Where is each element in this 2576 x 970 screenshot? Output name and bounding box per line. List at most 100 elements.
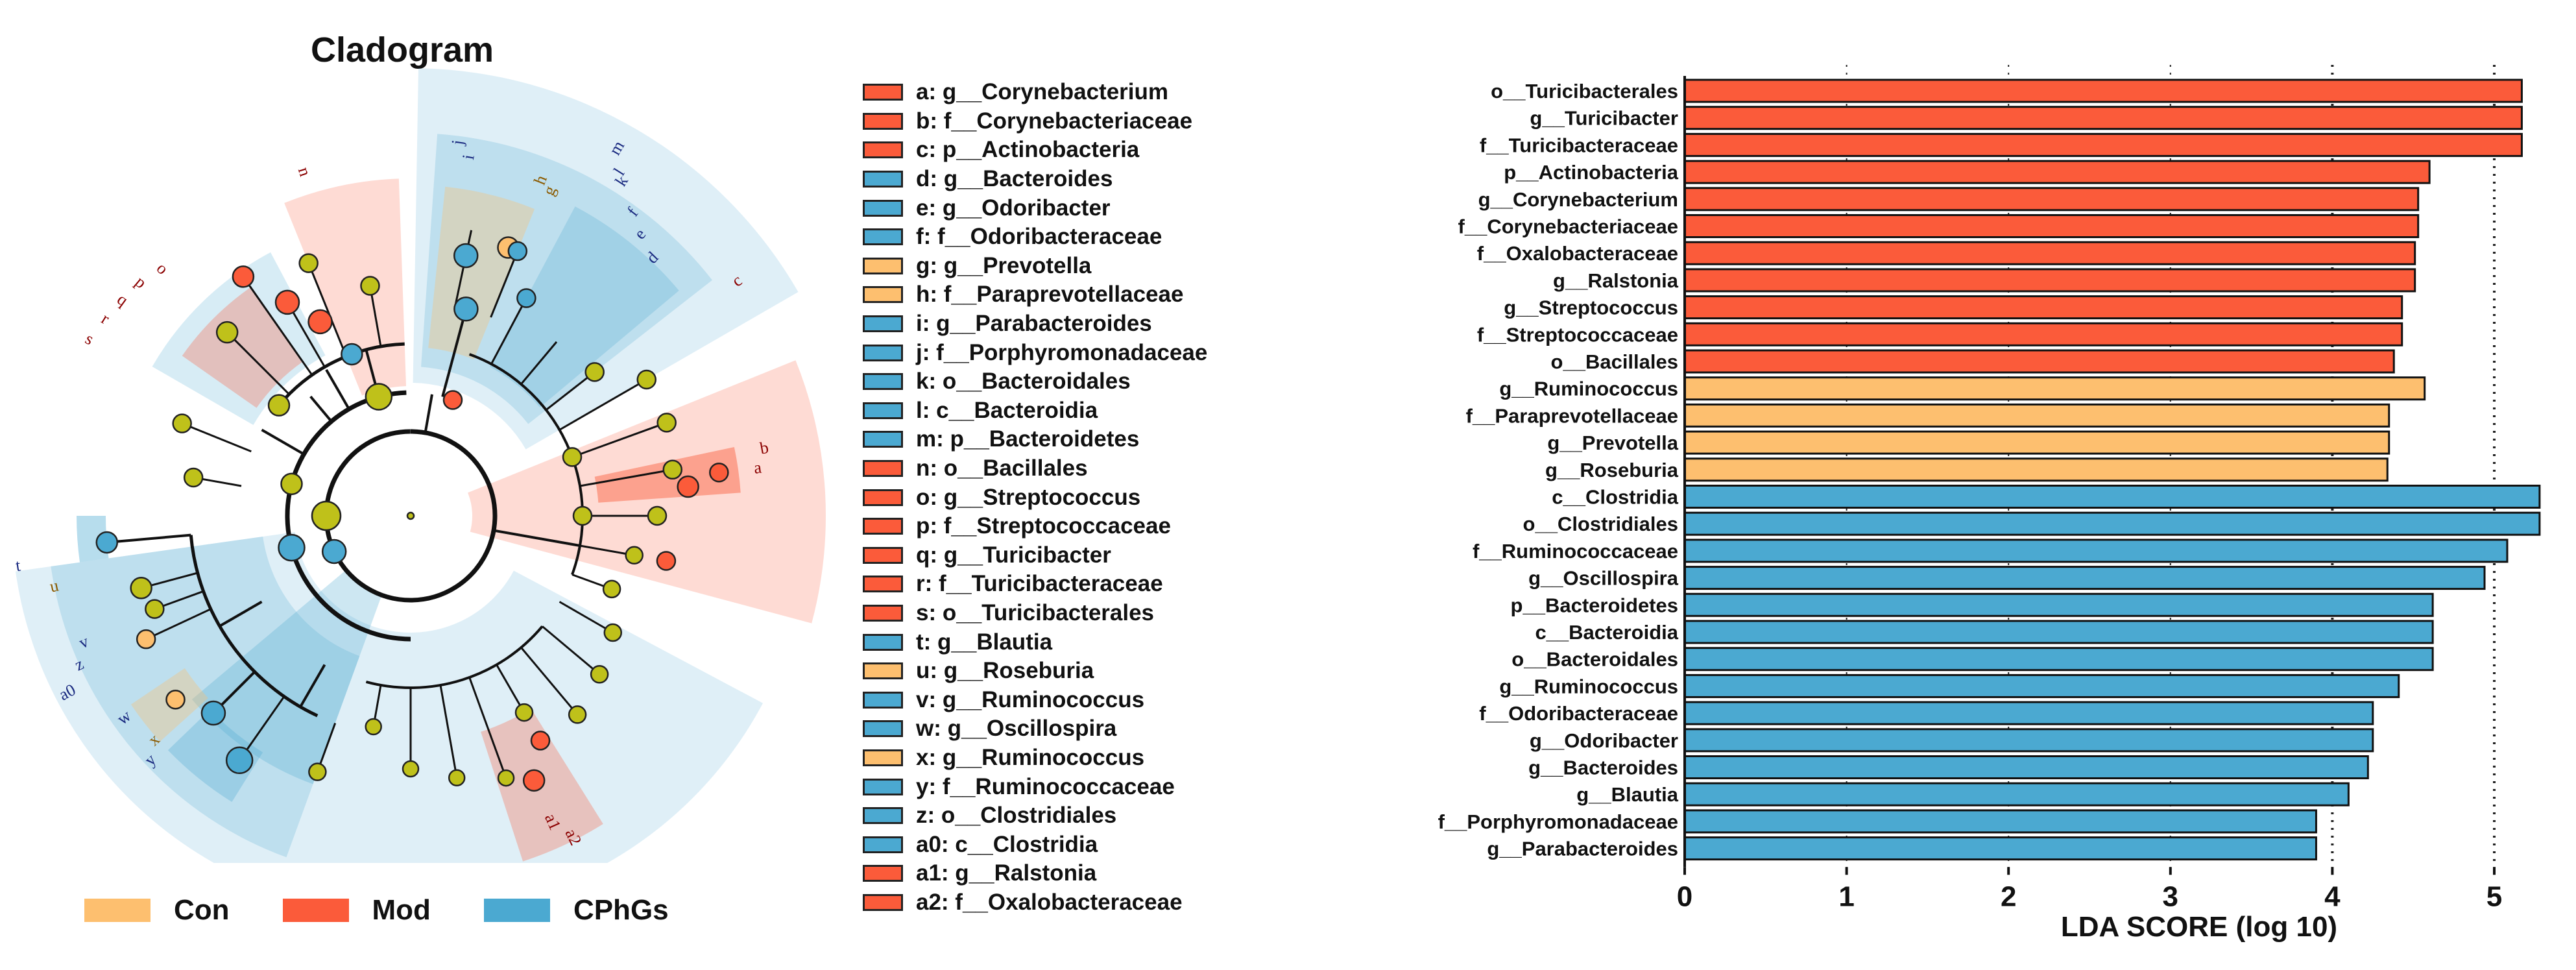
group-swatch bbox=[483, 899, 550, 922]
tree-branch bbox=[559, 601, 614, 634]
cladogram-chart: Cladogram njihgmlkfedcbasrqpotuvwxyza0a1… bbox=[14, 30, 826, 863]
tree-branch bbox=[572, 421, 668, 458]
clade-label-r: r bbox=[98, 309, 113, 328]
bar-label: c__Clostridia bbox=[1552, 486, 1678, 509]
legend-swatch bbox=[863, 778, 903, 795]
cladogram-tree bbox=[106, 230, 673, 779]
legend-item-l: l: c__Bacteroidia bbox=[863, 396, 1207, 426]
legend-swatch bbox=[863, 373, 903, 391]
bar-label: g__Bacteroides bbox=[1528, 757, 1678, 779]
tree-node bbox=[308, 762, 327, 781]
tree-node bbox=[145, 599, 165, 619]
bar bbox=[1683, 566, 2486, 590]
legend-swatch bbox=[863, 604, 903, 622]
legend-label: n: o__Bacillales bbox=[916, 455, 1088, 481]
bar-label: f__Ruminococcaceae bbox=[1473, 540, 1678, 563]
clade-label-p: p bbox=[132, 273, 150, 293]
legend-item-f: f: f__Odoribacteraceae bbox=[863, 223, 1207, 252]
tree-node bbox=[321, 539, 347, 564]
legend-label: j: f__Porphyromonadaceae bbox=[916, 339, 1208, 365]
bar-label: g__Oscillospira bbox=[1528, 567, 1679, 590]
clade-label-a: a bbox=[752, 458, 762, 478]
clade-label-j: j bbox=[448, 139, 467, 147]
legend-item-c: c: p__Actinobacteria bbox=[863, 136, 1207, 165]
tree-branch bbox=[299, 664, 326, 708]
bar-label: o__Turicibacterales bbox=[1491, 80, 1678, 103]
tree-arc bbox=[189, 535, 319, 718]
bar bbox=[1683, 457, 2389, 482]
tree-branch bbox=[441, 308, 468, 397]
tree-branch bbox=[226, 332, 290, 395]
clade-sector bbox=[191, 570, 382, 784]
tree-node bbox=[516, 288, 536, 308]
tree-arc bbox=[365, 625, 544, 689]
tree-arc bbox=[278, 342, 405, 407]
tree-node bbox=[406, 511, 415, 520]
tree-node bbox=[677, 475, 699, 498]
tree-branch bbox=[493, 529, 581, 547]
legend-label: y: f__Ruminococcaceae bbox=[916, 773, 1175, 799]
legend-swatch bbox=[863, 893, 903, 911]
x-tick-label: 3 bbox=[2163, 880, 2178, 912]
bar bbox=[1683, 511, 2541, 536]
tree-branch bbox=[520, 341, 558, 385]
clade-sector bbox=[428, 186, 535, 359]
tree-node bbox=[130, 577, 152, 600]
bar-label: p__Bacteroidetes bbox=[1511, 594, 1678, 616]
legend-label: b: f__Corynebacteriaceae bbox=[916, 108, 1193, 134]
legend-label: w: g__Oscillospira bbox=[916, 716, 1117, 742]
tree-node bbox=[267, 394, 291, 417]
tree-branch bbox=[325, 369, 350, 410]
legend-item-b: b: f__Corynebacteriaceae bbox=[863, 107, 1207, 136]
bar bbox=[1683, 214, 2420, 238]
tree-node bbox=[311, 500, 342, 531]
bar bbox=[1683, 79, 2523, 103]
bar-label: g__Ralstonia bbox=[1553, 269, 1679, 292]
legend-swatch bbox=[863, 431, 903, 448]
bar-label: g__Corynebacterium bbox=[1478, 188, 1678, 211]
legend-label: a: g__Corynebacterium bbox=[916, 79, 1169, 105]
tree-node bbox=[562, 447, 583, 467]
tree-node bbox=[165, 689, 186, 710]
legend-label: a2: f__Oxalobacteraceae bbox=[916, 889, 1183, 915]
clade-sector bbox=[51, 537, 360, 858]
tree-node bbox=[590, 665, 609, 684]
legend-swatch bbox=[863, 286, 903, 304]
tree-branch bbox=[468, 677, 507, 779]
legend-swatch bbox=[863, 691, 903, 709]
legend-swatch bbox=[863, 489, 903, 506]
tree-branch bbox=[242, 276, 313, 376]
legend-item-e: e: g__Odoribacter bbox=[863, 193, 1207, 223]
legend-label: r: f__Turicibacteraceae bbox=[916, 571, 1163, 597]
legend-item-d: d: g__Bacteroides bbox=[863, 165, 1207, 194]
x-tick-label: 2 bbox=[2001, 880, 2016, 912]
legend-item-r: r: f__Turicibacteraceae bbox=[863, 570, 1207, 599]
legend-swatch bbox=[863, 228, 903, 246]
group-label: Mod bbox=[372, 894, 431, 926]
bar bbox=[1683, 728, 2374, 753]
tree-node bbox=[662, 459, 683, 480]
clade-label-q: q bbox=[114, 289, 132, 309]
legend-swatch bbox=[863, 171, 903, 188]
tree-arc bbox=[285, 390, 411, 642]
tree-node bbox=[507, 241, 528, 261]
clade-label-u: u bbox=[48, 576, 60, 596]
tree-branch bbox=[145, 608, 211, 640]
x-tick-label: 5 bbox=[2486, 880, 2502, 912]
legend-label: f: f__Odoribacteraceae bbox=[916, 224, 1162, 250]
x-tick-label: 4 bbox=[2324, 880, 2341, 912]
bar-label: g__Blautia bbox=[1576, 783, 1679, 806]
tree-node bbox=[625, 546, 644, 565]
tree-node bbox=[360, 276, 380, 296]
tree-node bbox=[568, 705, 587, 724]
tree-node bbox=[280, 472, 303, 496]
bar-label: g__Turicibacter bbox=[1530, 107, 1678, 130]
tree-node bbox=[200, 700, 226, 726]
legend-swatch bbox=[863, 199, 903, 217]
legend-item-a: a: g__Corynebacterium bbox=[863, 78, 1207, 107]
tree-node bbox=[307, 309, 333, 335]
legend-swatch bbox=[863, 807, 903, 825]
tree-branch bbox=[309, 395, 333, 422]
tree-branch bbox=[424, 394, 433, 433]
group-legend: Con Mod CPhGs bbox=[84, 894, 722, 927]
